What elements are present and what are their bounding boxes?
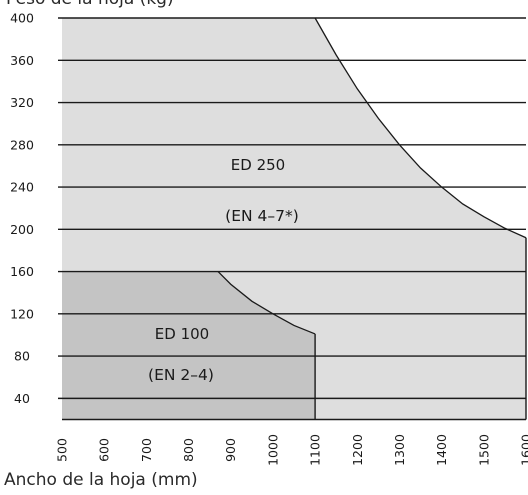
y-tick-label-80: 80 — [14, 349, 30, 364]
x-tick-label-1400: 1400 — [434, 434, 449, 466]
x-tick-label-1300: 1300 — [392, 434, 407, 466]
y-tick-label-360: 360 — [10, 53, 34, 68]
region-standard-ed-100: (EN 2–4) — [148, 366, 214, 384]
x-tick-label-600: 600 — [97, 438, 112, 462]
y-tick-label-400: 400 — [10, 11, 34, 26]
y-tick-label-280: 280 — [10, 137, 34, 152]
region-ed-100 — [62, 271, 316, 420]
x-tick-label-900: 900 — [223, 438, 238, 462]
x-tick-label-1200: 1200 — [350, 434, 365, 466]
curve-ed-100 — [217, 271, 316, 335]
y-tick-label-320: 320 — [10, 95, 34, 110]
x-tick-label-1500: 1500 — [476, 434, 491, 466]
x-tick-label-1100: 1100 — [308, 434, 323, 466]
y-tick-labels: 40 80 120 160 200 240 280 320 360 400 — [10, 11, 34, 406]
x-tick-label-500: 500 — [55, 438, 70, 462]
region-label-ed-100: ED 100 — [155, 325, 209, 343]
x-tick-label-1600: 1600 — [519, 434, 528, 466]
x-tick-labels: 500 600 700 800 900 1000 1100 1200 1300 1400 1500 1… — [55, 434, 528, 466]
x-tick-label-700: 700 — [139, 438, 154, 462]
y-tick-label-160: 160 — [10, 264, 34, 279]
y-tick-label-240: 240 — [10, 180, 34, 195]
y-axis-label: Peso de la hoja (kg) — [6, 0, 174, 9]
region-standard-ed-250: (EN 4–7*) — [225, 207, 299, 225]
y-tick-label-40: 40 — [14, 391, 30, 406]
x-axis-label: Ancho de la hoja (mm) — [4, 470, 198, 490]
y-tick-label-120: 120 — [10, 306, 34, 321]
region-label-ed-250: ED 250 — [231, 156, 285, 174]
curve-ed-250 — [314, 17, 527, 239]
x-tick-label-800: 800 — [181, 438, 196, 462]
gridlines — [58, 17, 526, 421]
x-tick-label-1000: 1000 — [265, 434, 280, 466]
y-tick-label-200: 200 — [10, 222, 34, 237]
